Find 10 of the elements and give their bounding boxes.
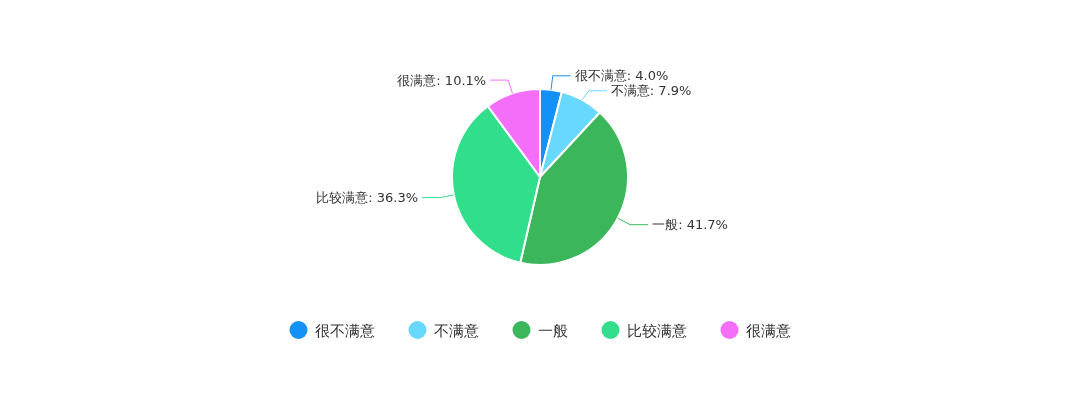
data-label: 不满意: 7.9% [610,83,692,99]
legend-label: 很不满意 [314,321,375,340]
legend-label: 比较满意 [626,321,687,340]
data-label: 比较满意: 36.3% [316,190,419,206]
legend-label: 不满意 [433,321,479,340]
data-label: 一般: 41.7% [652,217,728,233]
legend-label: 一般 [537,321,568,340]
data-label: 很满意: 10.1% [397,72,487,88]
data-label: 很不满意: 4.0% [574,68,669,84]
legend-label: 很满意 [745,321,791,340]
